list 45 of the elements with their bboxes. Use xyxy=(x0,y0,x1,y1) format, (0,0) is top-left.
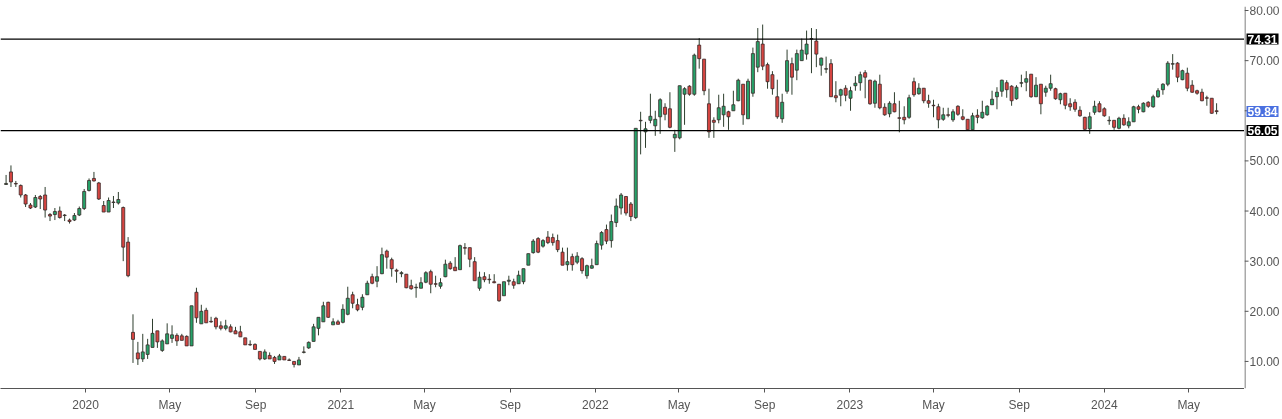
candlestick xyxy=(814,28,819,68)
candlestick xyxy=(1087,111,1092,135)
candlestick xyxy=(858,71,863,92)
x-tick-label: 2024 xyxy=(1090,397,1119,412)
x-tick-label: Sep xyxy=(1008,397,1031,412)
candlestick xyxy=(731,90,736,112)
x-tick-label: 2020 xyxy=(72,397,100,412)
y-tick-label: 70.00 xyxy=(1249,54,1280,69)
candlestick xyxy=(9,164,13,188)
y-tick-label: 40.00 xyxy=(1249,204,1280,219)
x-tick-label: Sep xyxy=(754,397,776,412)
x-tick-label: May xyxy=(667,397,691,412)
candlestick xyxy=(897,100,902,133)
x-tick-label: May xyxy=(1177,397,1201,412)
x-tick-label: May xyxy=(413,397,436,412)
ref-line-label: 56.05 xyxy=(1247,124,1278,139)
candlestick xyxy=(819,57,824,77)
candlestick xyxy=(775,79,780,120)
text: 59.84 xyxy=(1247,105,1278,120)
candlestick xyxy=(643,121,648,149)
candlestick xyxy=(995,86,999,110)
y-tick-label: 10.00 xyxy=(1249,354,1280,369)
candlestick xyxy=(658,97,663,135)
candlestick xyxy=(990,90,994,106)
y-tick-label: 20.00 xyxy=(1249,304,1280,319)
x-tick-label: 2023 xyxy=(836,397,864,412)
candlestick xyxy=(467,247,472,268)
y-tick-label: 50.00 xyxy=(1249,154,1280,169)
candlestick xyxy=(1078,105,1082,118)
candlestick xyxy=(131,313,135,364)
x-tick-label: May xyxy=(158,397,182,412)
x-tick-label: 2021 xyxy=(327,397,355,412)
candlestick xyxy=(4,174,8,186)
candlestick xyxy=(638,111,643,155)
x-tick-label: Sep xyxy=(245,397,267,412)
ref-line-label: 74.31 xyxy=(1247,32,1278,47)
candlestick xyxy=(804,30,809,61)
x-tick-label: Sep xyxy=(499,397,522,412)
y-tick-label: 30.00 xyxy=(1249,254,1280,269)
x-tick-label: 2022 xyxy=(581,397,609,412)
candlestick xyxy=(648,93,653,124)
y-tick-label: 80.00 xyxy=(1249,4,1280,19)
candlestick xyxy=(936,103,941,129)
candlestick xyxy=(389,257,394,278)
x-tick-label: May xyxy=(922,397,945,412)
